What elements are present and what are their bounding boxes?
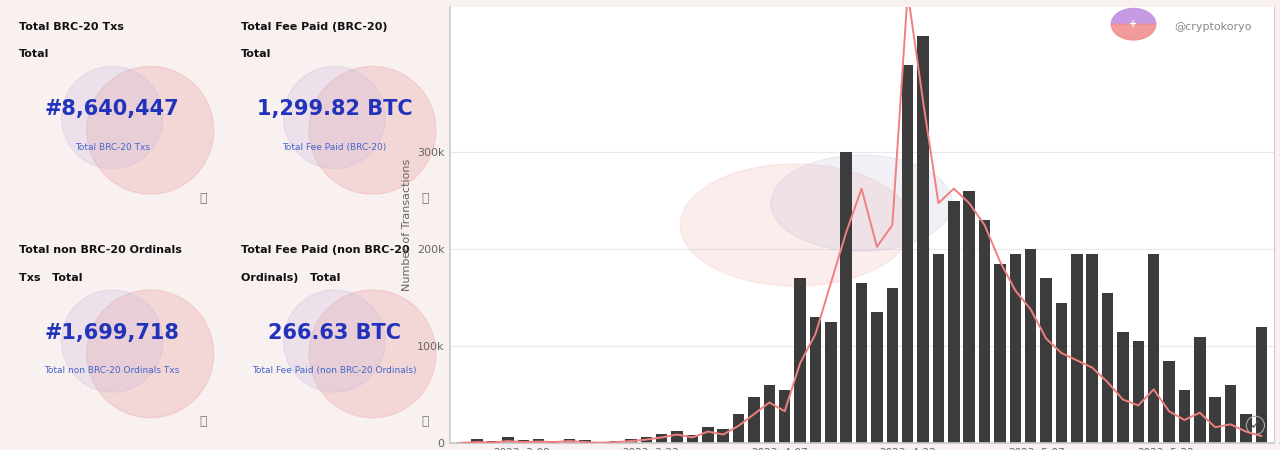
Bar — [1240, 414, 1252, 443]
Text: Total non BRC-20 Ordinals Txs: Total non BRC-20 Ordinals Txs — [45, 366, 179, 375]
Text: Total: Total — [241, 50, 271, 59]
Bar — [609, 441, 621, 443]
Text: Total: Total — [19, 50, 50, 59]
Bar — [1133, 342, 1144, 443]
Bar — [471, 439, 483, 443]
Bar — [733, 414, 745, 443]
Circle shape — [680, 164, 911, 286]
Bar — [826, 322, 837, 443]
Text: #8,640,447: #8,640,447 — [45, 99, 179, 119]
Bar — [1056, 302, 1068, 443]
Bar — [764, 385, 776, 443]
Bar — [964, 191, 975, 443]
Text: ✓: ✓ — [1249, 418, 1261, 432]
Text: Total Fee Paid (BRC-20): Total Fee Paid (BRC-20) — [241, 22, 388, 32]
Bar — [872, 312, 883, 443]
Bar — [1194, 337, 1206, 443]
Bar — [486, 441, 498, 443]
Circle shape — [284, 290, 385, 392]
Bar — [841, 152, 852, 443]
Bar — [1010, 254, 1021, 443]
Bar — [701, 427, 713, 443]
Bar — [856, 283, 868, 443]
Bar — [979, 220, 991, 443]
Bar — [671, 431, 682, 443]
Circle shape — [771, 155, 952, 251]
Bar — [718, 429, 730, 443]
Bar — [655, 433, 667, 443]
Bar — [1256, 327, 1267, 443]
Bar — [1179, 390, 1190, 443]
Bar — [918, 36, 929, 443]
Text: Txs   Total: Txs Total — [19, 273, 83, 283]
Text: @cryptokoryo: @cryptokoryo — [1175, 22, 1252, 32]
Circle shape — [308, 290, 436, 418]
Y-axis label: Number of Transactions: Number of Transactions — [402, 159, 411, 291]
Bar — [1087, 254, 1098, 443]
Text: ⏰: ⏰ — [421, 415, 429, 428]
Bar — [948, 201, 960, 443]
Bar — [995, 264, 1006, 443]
Bar — [579, 441, 590, 443]
Text: #1,699,718: #1,699,718 — [45, 323, 179, 342]
Bar — [1164, 361, 1175, 443]
Bar — [640, 437, 652, 443]
Bar — [795, 279, 806, 443]
Circle shape — [284, 66, 385, 169]
Text: 1,299.82 BTC: 1,299.82 BTC — [256, 99, 412, 119]
Bar — [1225, 385, 1236, 443]
Bar — [563, 439, 575, 443]
Bar — [1148, 254, 1160, 443]
Bar — [749, 397, 760, 443]
Bar — [780, 390, 791, 443]
Text: ⏰: ⏰ — [200, 192, 207, 205]
Text: Total Fee Paid (non BRC-20: Total Fee Paid (non BRC-20 — [241, 245, 410, 255]
Bar — [594, 442, 605, 443]
Bar — [625, 439, 636, 443]
Circle shape — [61, 66, 163, 169]
Text: Total non BRC-20 Ordinals: Total non BRC-20 Ordinals — [19, 245, 182, 255]
Bar — [517, 441, 529, 443]
Bar — [1210, 397, 1221, 443]
Bar — [1025, 249, 1037, 443]
Text: ⏰: ⏰ — [421, 192, 429, 205]
Text: Ordinals)   Total: Ordinals) Total — [241, 273, 340, 283]
Circle shape — [308, 66, 436, 194]
Text: Total BRC-20 Txs: Total BRC-20 Txs — [19, 22, 124, 32]
Bar — [502, 437, 513, 443]
Bar — [933, 254, 945, 443]
Bar — [548, 441, 559, 443]
Circle shape — [61, 290, 163, 392]
Text: Total Fee Paid (BRC-20): Total Fee Paid (BRC-20) — [282, 143, 387, 152]
Bar — [532, 439, 544, 443]
Circle shape — [87, 290, 214, 418]
Bar — [1117, 332, 1129, 443]
Text: ⏰: ⏰ — [200, 415, 207, 428]
Text: 266.63 BTC: 266.63 BTC — [268, 323, 401, 342]
Bar — [810, 317, 822, 443]
Bar — [1071, 254, 1083, 443]
Bar — [456, 442, 467, 443]
Bar — [686, 436, 698, 443]
Bar — [1102, 293, 1114, 443]
Text: Total Fee Paid (non BRC-20 Ordinals): Total Fee Paid (non BRC-20 Ordinals) — [252, 366, 416, 375]
Text: Total BRC-20 Txs: Total BRC-20 Txs — [74, 143, 150, 152]
Bar — [902, 65, 914, 443]
Bar — [1041, 279, 1052, 443]
Bar — [887, 288, 899, 443]
Circle shape — [87, 66, 214, 194]
